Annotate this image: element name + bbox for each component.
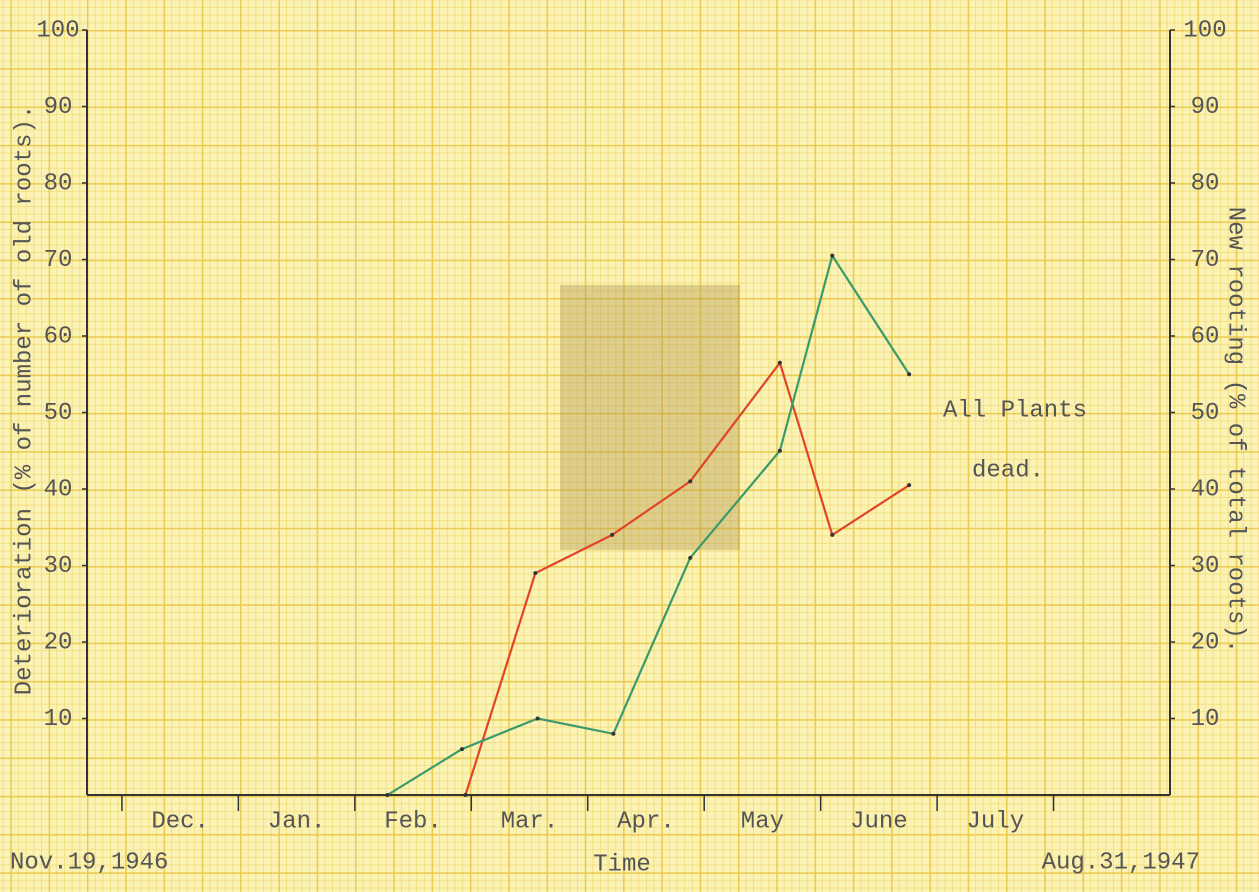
y2-tick-label: 70 (1191, 247, 1220, 274)
point (830, 253, 835, 258)
y-tick-label: 80 (44, 170, 73, 197)
point (385, 793, 390, 797)
y-tick-label: 40 (44, 476, 73, 503)
y2-tick-label: 10 (1191, 706, 1220, 733)
x-tick-label: July (967, 808, 1025, 835)
y2-tick-label: 100 (1183, 17, 1226, 44)
y2-tick-label: 90 (1191, 94, 1220, 121)
x-tick-label: Jan. (268, 808, 326, 835)
y-tick-label: 30 (44, 553, 73, 580)
y2-tick-label: 50 (1191, 400, 1220, 427)
point (777, 360, 782, 365)
point (533, 571, 538, 576)
point (907, 372, 912, 377)
x-tick-label: June (850, 808, 908, 835)
point (459, 747, 464, 752)
y-tick-label: 10 (44, 706, 73, 733)
y2-tick-label: 60 (1191, 323, 1220, 350)
y-tick-label: 60 (44, 323, 73, 350)
x-tick-label: May (741, 808, 784, 835)
stain (560, 285, 740, 550)
y2-tick-label: 20 (1191, 629, 1220, 656)
point (535, 716, 540, 721)
point (777, 448, 782, 453)
y-tick-label: 100 (36, 17, 79, 44)
y2-tick-label: 30 (1191, 553, 1220, 580)
point (688, 555, 693, 560)
x-axis-label: Time (593, 851, 651, 878)
y2-tick-label: 40 (1191, 476, 1220, 503)
annotation: All Plants (943, 397, 1087, 424)
series-line (386, 253, 911, 796)
x-start-label: Nov.19,1946 (10, 849, 168, 876)
x-tick-label: Apr. (617, 808, 675, 835)
y-tick-label: 90 (44, 94, 73, 121)
point (463, 793, 468, 797)
point (610, 532, 615, 537)
y-axis-label: Deterioration (% of number of old roots)… (11, 105, 38, 696)
x-end-label: Aug.31,1947 (1042, 849, 1200, 876)
point (611, 731, 616, 736)
annotation: dead. (972, 457, 1044, 484)
y-tick-label: 20 (44, 629, 73, 656)
point (688, 479, 693, 484)
y2-axis-label: New rooting (% of total roots). (1222, 207, 1249, 653)
y2-tick-label: 80 (1191, 170, 1220, 197)
x-tick-label: Dec. (151, 808, 209, 835)
point (907, 483, 912, 488)
y-tick-label: 50 (44, 400, 73, 427)
x-tick-label: Mar. (501, 808, 559, 835)
x-tick-label: Feb. (384, 808, 442, 835)
point (830, 532, 835, 537)
y-tick-label: 70 (44, 247, 73, 274)
